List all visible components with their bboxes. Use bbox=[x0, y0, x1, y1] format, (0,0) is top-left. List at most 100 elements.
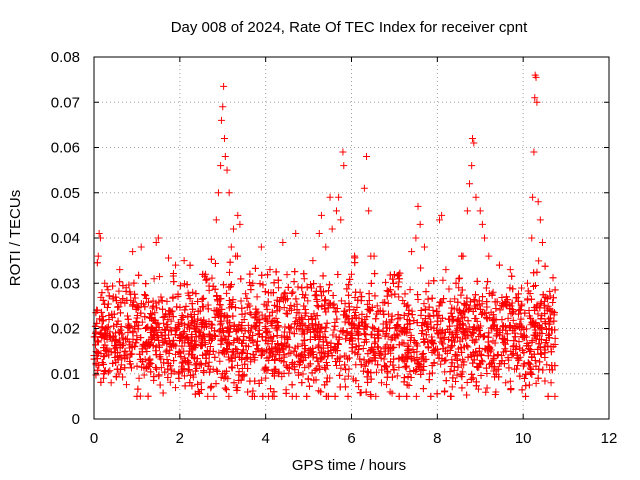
roti-point bbox=[264, 289, 272, 297]
roti-point bbox=[141, 303, 149, 311]
roti-point bbox=[262, 374, 270, 382]
roti-point bbox=[452, 279, 460, 287]
roti-point bbox=[340, 162, 348, 170]
roti-point bbox=[469, 336, 477, 344]
roti-point bbox=[119, 334, 127, 342]
roti-point bbox=[274, 303, 282, 311]
roti-point bbox=[330, 343, 338, 351]
roti-point bbox=[93, 306, 101, 314]
roti-point bbox=[395, 363, 403, 371]
roti-point bbox=[148, 311, 156, 319]
roti-point bbox=[341, 318, 349, 326]
roti-point bbox=[375, 326, 383, 334]
roti-point bbox=[266, 348, 274, 356]
roti-point bbox=[382, 330, 390, 338]
roti-point bbox=[446, 368, 454, 376]
roti-point bbox=[92, 341, 100, 349]
roti-point bbox=[463, 391, 471, 399]
roti-point bbox=[373, 302, 381, 310]
roti-point bbox=[458, 335, 466, 343]
roti-point bbox=[262, 325, 270, 332]
roti-point bbox=[296, 352, 304, 360]
roti-point bbox=[196, 307, 204, 315]
roti-point bbox=[466, 180, 474, 188]
roti-point bbox=[308, 315, 316, 323]
roti-point bbox=[271, 301, 279, 309]
roti-point bbox=[183, 281, 191, 289]
roti-point bbox=[147, 368, 155, 376]
roti-point bbox=[268, 337, 276, 345]
roti-point bbox=[513, 294, 521, 302]
roti-point bbox=[367, 252, 375, 260]
roti-point bbox=[233, 326, 241, 334]
roti-point bbox=[295, 316, 303, 324]
roti-point bbox=[142, 280, 150, 288]
roti-point bbox=[182, 302, 190, 310]
roti-point bbox=[503, 330, 511, 338]
roti-point bbox=[126, 341, 134, 349]
roti-point bbox=[208, 321, 216, 329]
roti-point bbox=[259, 392, 267, 400]
roti-point bbox=[159, 338, 167, 346]
roti-point bbox=[450, 362, 458, 370]
roti-point bbox=[491, 339, 499, 347]
roti-point bbox=[191, 328, 199, 336]
roti-point bbox=[420, 300, 428, 308]
roti-point bbox=[424, 338, 432, 346]
roti-point bbox=[440, 333, 448, 341]
roti-point bbox=[448, 383, 456, 391]
roti-point bbox=[93, 259, 101, 267]
roti-point bbox=[468, 353, 476, 361]
roti-point bbox=[247, 310, 255, 318]
roti-point bbox=[257, 243, 265, 251]
roti-point bbox=[479, 293, 487, 301]
roti-point bbox=[113, 320, 121, 328]
roti-point bbox=[335, 193, 343, 201]
roti-point bbox=[321, 297, 329, 305]
roti-point bbox=[289, 288, 297, 296]
roti-point bbox=[141, 291, 149, 299]
roti-point bbox=[541, 297, 549, 305]
roti-point bbox=[322, 359, 330, 367]
roti-point bbox=[373, 310, 381, 318]
roti-point bbox=[164, 359, 172, 367]
roti-point bbox=[463, 207, 471, 215]
roti-point bbox=[230, 321, 238, 329]
roti-point bbox=[285, 349, 293, 357]
roti-point bbox=[263, 305, 271, 313]
roti-point bbox=[512, 342, 520, 350]
roti-point bbox=[459, 314, 467, 322]
roti-point bbox=[360, 184, 368, 192]
roti-point bbox=[492, 305, 500, 313]
roti-point bbox=[459, 252, 467, 260]
roti-point bbox=[331, 318, 339, 326]
roti-point bbox=[191, 390, 199, 398]
roti-point bbox=[528, 295, 536, 303]
roti-point bbox=[163, 321, 171, 329]
roti-point bbox=[536, 358, 544, 366]
roti-point bbox=[384, 367, 392, 375]
roti-point bbox=[530, 323, 538, 331]
roti-point bbox=[204, 301, 212, 309]
roti-point bbox=[550, 311, 558, 319]
roti-point bbox=[371, 340, 379, 348]
roti-point bbox=[413, 319, 421, 327]
roti-point bbox=[282, 389, 290, 397]
roti-point bbox=[314, 357, 322, 365]
roti-point bbox=[458, 286, 466, 294]
roti-point bbox=[546, 314, 554, 322]
roti-point bbox=[531, 356, 539, 364]
roti-point bbox=[365, 305, 373, 313]
roti-point bbox=[206, 347, 214, 355]
roti-point bbox=[395, 341, 403, 349]
roti-point bbox=[281, 289, 289, 297]
roti-point bbox=[542, 338, 550, 346]
roti-point bbox=[134, 325, 142, 333]
data-points bbox=[90, 71, 559, 400]
x-tick-label: 8 bbox=[433, 430, 441, 447]
roti-point bbox=[165, 337, 173, 345]
roti-point bbox=[242, 290, 250, 298]
roti-point bbox=[448, 317, 456, 325]
roti-point bbox=[159, 389, 167, 397]
roti-point bbox=[251, 264, 259, 272]
